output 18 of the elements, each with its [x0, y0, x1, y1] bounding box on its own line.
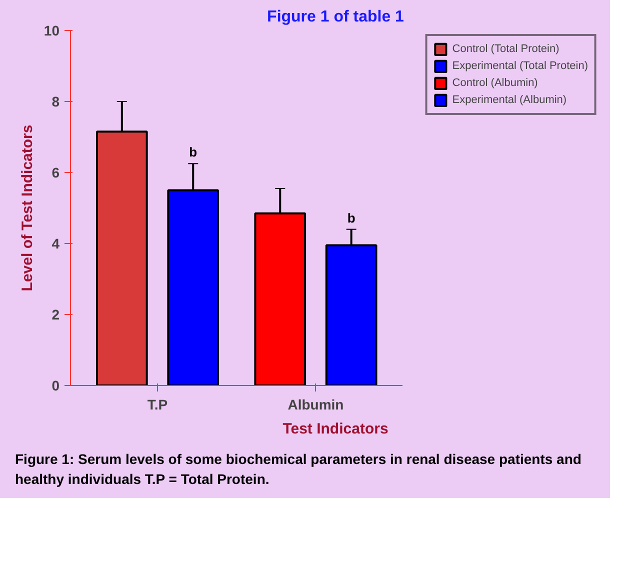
legend-label: Experimental (Total Protein) [452, 59, 588, 73]
legend-label: Control (Total Protein) [452, 42, 560, 56]
x-tick-label: T.P [147, 396, 168, 412]
x-axis-title: Test Indicators [282, 420, 388, 438]
chart-title: Figure 1 of table 1 [267, 8, 404, 26]
y-tick-label: 6 [52, 164, 60, 180]
data-label: b [347, 210, 356, 226]
x-tick-label: Albumin [288, 396, 344, 412]
legend-label: Experimental (Albumin) [452, 93, 567, 107]
y-tick-label: 4 [52, 236, 60, 252]
y-tick-label: 8 [52, 94, 60, 110]
legend-label: Control (Albumin) [452, 76, 538, 90]
y-tick-label: 10 [44, 22, 60, 38]
y-axis-title: Level of Test Indicators [18, 124, 36, 292]
data-label: b [189, 144, 198, 160]
caption: Figure 1: Serum levels of some biochemical parameters in renal disease patients and healthy individuals T.P = Total Protein. [15, 450, 582, 489]
y-tick-label: 0 [52, 378, 60, 394]
y-tick-label: 2 [52, 306, 60, 322]
